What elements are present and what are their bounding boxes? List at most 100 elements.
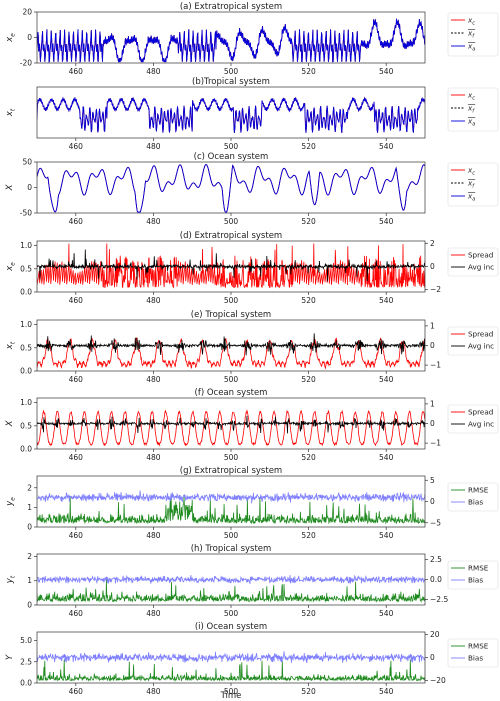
panel-h: (h) Tropical system 460 480 500 520 540 0 1 2 −2.… [5, 544, 499, 618]
y2-tick-label: −20 [430, 676, 446, 685]
y-tick-label: 1 [27, 576, 32, 585]
series-rmse-line [37, 579, 425, 603]
y-tick-label: 1.0 [20, 241, 32, 250]
series-rmse-line [37, 494, 425, 525]
y-tick-label: 0 [27, 523, 32, 532]
y-axis-label: ye [5, 497, 17, 507]
y-tick-label: 1.0 [20, 320, 32, 329]
svg-text:ye: ye [5, 497, 17, 507]
panel-f: (f) Ocean system 460 480 500 520 540 0.0 0.5 1.0… [5, 388, 499, 462]
svg-text:xc: xc [467, 16, 475, 27]
x-tick-label: 460 [69, 609, 84, 618]
series-xf-line [37, 164, 425, 213]
legend: xc xf xa [447, 162, 499, 207]
x-tick-label: 460 [69, 375, 84, 384]
legend-label: RMSE [468, 564, 489, 573]
x-tick-label: 460 [69, 453, 84, 462]
y2-tick-label: −2.5 [430, 595, 448, 604]
y2-tick-label: 2.5 [430, 555, 442, 564]
y-tick-label: 0.0 [20, 445, 32, 454]
y-tick-label: 0.0 [20, 679, 32, 688]
legend: RMSE Bias [447, 638, 499, 668]
y-axis-label: Y [5, 654, 15, 660]
x-tick-label: 460 [69, 142, 84, 151]
legend-label: Bias [468, 654, 483, 663]
x-tick-label: 460 [69, 687, 84, 696]
y-tick-label: 20 [22, 8, 32, 17]
x-tick-label: 520 [301, 453, 316, 462]
y2-tick-label: 0 [430, 262, 435, 271]
x-tick-label: 520 [301, 609, 316, 618]
x-tick-label: 500 [224, 375, 239, 384]
x-tick-label: 520 [301, 531, 316, 540]
x-tick-label: 460 [69, 217, 84, 226]
x-tick-label: 500 [224, 609, 239, 618]
svg-text:xt: xt [5, 108, 17, 117]
x-tick-label: 500 [224, 217, 239, 226]
y2-tick-label: −2 [430, 285, 441, 294]
x-tick-label: 540 [379, 67, 394, 76]
series-avg-inc-line [37, 415, 425, 434]
y-axis-label: xe [5, 33, 17, 43]
svg-text:Y: Y [5, 654, 15, 660]
x-tick-label: 540 [379, 531, 394, 540]
series-avg-inc-line [37, 249, 425, 282]
y-tick-label: 1 [27, 503, 32, 512]
y-axis-label: yt [5, 575, 17, 584]
x-axis-label: Time [220, 691, 242, 701]
y-tick-label: 0.5 [20, 343, 32, 352]
svg-text:xc: xc [467, 166, 475, 177]
svg-text:X: X [5, 420, 15, 427]
x-tick-label: 520 [301, 296, 316, 305]
panel-i: (i) Ocean system 460 480 500 520 540 0.0 2.5 5.0… [5, 622, 499, 696]
y2-tick-label: 0.0 [430, 575, 442, 584]
y-tick-label: 0 [27, 183, 32, 192]
legend-label: xa [467, 42, 475, 53]
legend-label: xc [467, 91, 475, 102]
x-tick-label: 520 [301, 142, 316, 151]
x-tick-label: 540 [379, 375, 394, 384]
x-tick-label: 480 [146, 67, 161, 76]
x-tick-label: 500 [224, 531, 239, 540]
x-tick-label: 500 [224, 142, 239, 151]
y2-tick-label: 5 [430, 476, 435, 485]
x-tick-label: 480 [146, 375, 161, 384]
panel-a: (a) Extratropical system 460 480 500 520 540 -… [5, 2, 499, 76]
panel-title: (g) Extratropical system [180, 466, 282, 476]
svg-text:xe: xe [5, 262, 17, 272]
panel-title: (e) Tropical system [191, 310, 271, 320]
legend-label: Spread [468, 330, 493, 339]
panel-title: (i) Ocean system [195, 622, 267, 632]
x-tick-label: 540 [379, 296, 394, 305]
legend-label: Spread [468, 251, 493, 260]
y2-tick-label: −1 [430, 439, 441, 448]
y2-tick-label: 0 [430, 419, 435, 428]
y-tick-label: 0.5 [20, 421, 32, 430]
x-tick-label: 480 [146, 296, 161, 305]
legend-label: xa [467, 117, 475, 128]
legend-label: Spread [468, 408, 493, 417]
series-bias-line [37, 651, 425, 664]
x-tick-label: 520 [301, 375, 316, 384]
y2-tick-label: 0 [430, 653, 435, 662]
x-tick-label: 460 [69, 67, 84, 76]
x-tick-label: 500 [224, 687, 239, 696]
x-tick-label: 540 [379, 142, 394, 151]
legend: Spread Avg inc [447, 247, 499, 277]
x-tick-label: 480 [146, 687, 161, 696]
series-xa-line [37, 18, 425, 63]
x-tick-label: 460 [69, 531, 84, 540]
legend-label: Bias [468, 576, 483, 585]
legend: xc xf xa [447, 12, 499, 57]
svg-text:xa: xa [467, 192, 475, 203]
legend-label: RMSE [468, 642, 489, 651]
y-axis-label: X [5, 184, 15, 191]
svg-text:xc: xc [467, 91, 475, 102]
x-tick-label: 520 [301, 217, 316, 226]
y2-tick-label: −1 [430, 361, 441, 370]
x-tick-label: 540 [379, 453, 394, 462]
x-tick-label: 520 [301, 687, 316, 696]
series-bias-line [37, 574, 425, 585]
legend-label: xa [467, 192, 475, 203]
